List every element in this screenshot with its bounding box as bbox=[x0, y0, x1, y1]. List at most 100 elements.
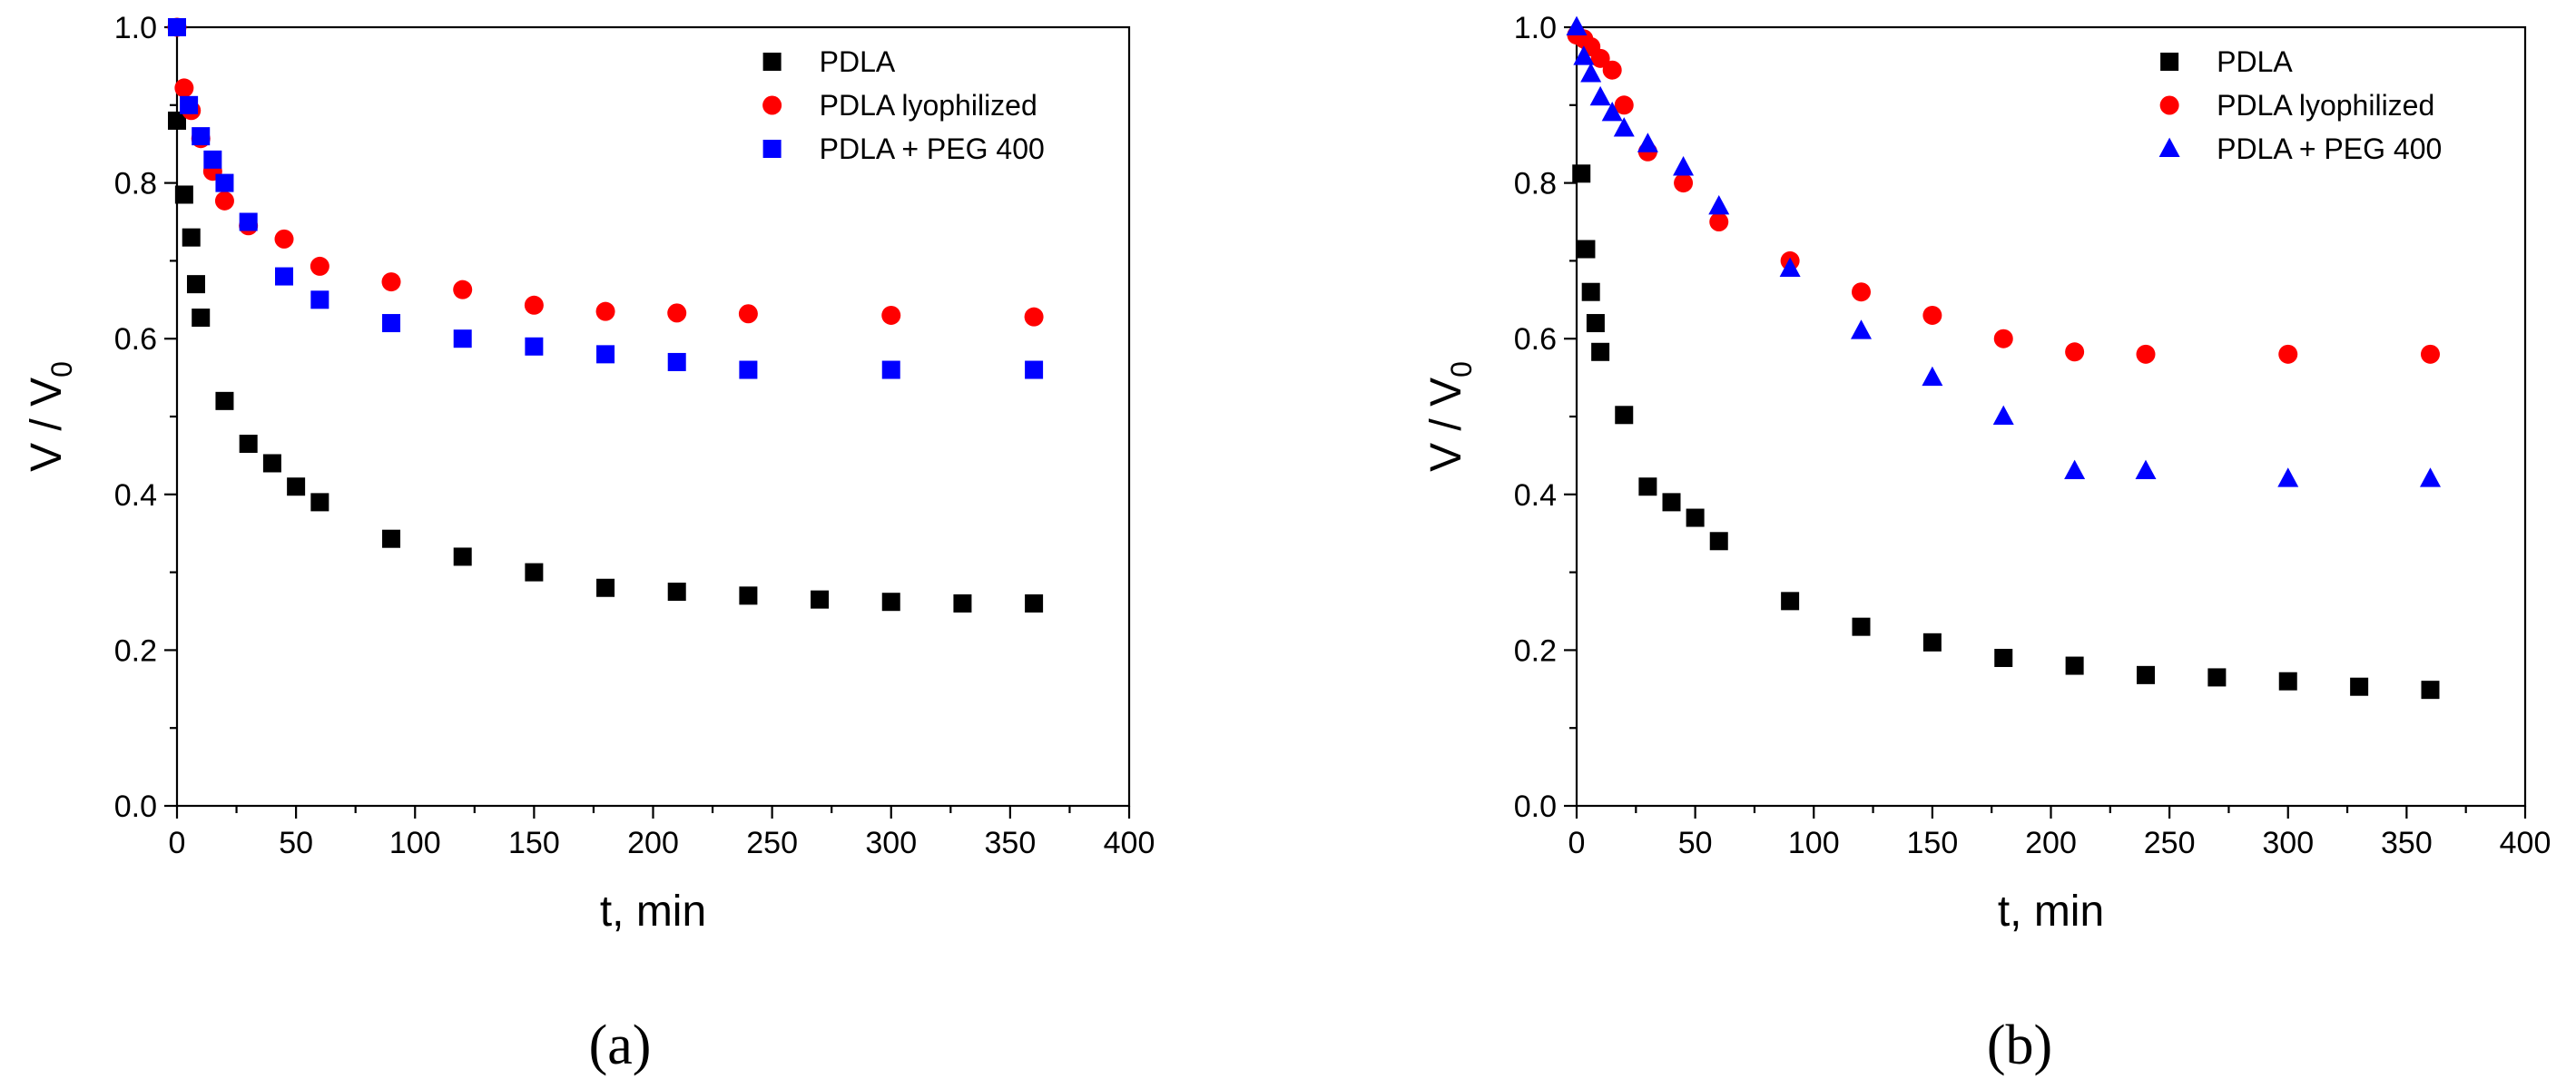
series-a-pdla-point-17 bbox=[881, 593, 900, 612]
series-b-pdla-lyophilized-point-14 bbox=[2136, 344, 2156, 364]
y-tick-label-b: 0.8 bbox=[1514, 167, 1557, 201]
series-b-pdla-point-8 bbox=[1686, 508, 1705, 527]
x-tick-label-a: 150 bbox=[508, 826, 560, 860]
x-axis-title-b: t, min bbox=[1998, 888, 2104, 936]
series-b-pdla-lyophilized-point-8 bbox=[1709, 212, 1729, 231]
legend-a-1-marker bbox=[762, 95, 782, 115]
legend-b-1-marker bbox=[2159, 95, 2179, 115]
series-a-pdla-peg-400-point-14 bbox=[881, 360, 900, 379]
series-a-pdla-peg-400-point-12 bbox=[667, 352, 686, 371]
chart-panel-b: 0 50 100 150 200 250 300 350 400 0.0 0.2 0.4 0.6 0.8 1… bbox=[1422, 11, 2551, 936]
chart-panel-a: 0 50 100 150 200 250 300 350 400 0.0 0.2 0.4 0.6 0.8 1… bbox=[23, 11, 1155, 936]
x-tick-label-b: 300 bbox=[2262, 826, 2314, 860]
legend-a-2-label: PDLA + PEG 400 bbox=[820, 132, 1045, 165]
series-b-pdla-peg-400-point-4 bbox=[1601, 101, 1623, 122]
x-tick-label-a: 0 bbox=[169, 826, 186, 860]
series-a-pdla-point-10 bbox=[382, 529, 401, 548]
y-tick-label-a: 0.6 bbox=[114, 322, 157, 357]
series-a-pdla-point-11 bbox=[453, 547, 472, 566]
series-b-pdla-point-14 bbox=[2065, 656, 2084, 675]
series-b-pdla-lyophilized-point-5 bbox=[1614, 95, 1634, 115]
series-b-pdla-point-12 bbox=[1922, 633, 1942, 652]
y-tick-label-a: 0.0 bbox=[114, 790, 157, 824]
series-a-pdla-peg-400-point-8 bbox=[382, 314, 401, 333]
x-tick-label-a: 350 bbox=[985, 826, 1037, 860]
series-a-pdla-point-12 bbox=[525, 563, 544, 582]
series-b-pdla-point-2 bbox=[1581, 282, 1600, 301]
series-b-pdla-point-16 bbox=[2207, 668, 2227, 687]
series-b-pdla bbox=[1572, 164, 2440, 700]
y-tick-label-a: 0.8 bbox=[114, 167, 157, 201]
series-b-pdla-peg-400-point-9 bbox=[1779, 257, 1801, 277]
series-a-pdla-point-19 bbox=[1025, 594, 1044, 613]
series-b-pdla-point-6 bbox=[1638, 477, 1657, 496]
series-b-pdla-peg-400 bbox=[1566, 15, 2441, 487]
series-a-pdla-lyophilized-point-9 bbox=[381, 272, 401, 292]
series-b-pdla-point-15 bbox=[2137, 665, 2155, 684]
series-b-pdla-point-5 bbox=[1615, 406, 1634, 425]
series-b-pdla-lyophilized-point-11 bbox=[1922, 305, 1942, 325]
series-b-pdla-lyophilized-point-12 bbox=[1993, 329, 2013, 348]
legend-a-1-label: PDLA lyophilized bbox=[820, 89, 1037, 122]
series-a-pdla-lyophilized-point-5 bbox=[214, 191, 234, 211]
legend-b-2-marker bbox=[2158, 137, 2180, 157]
x-tick-label-b: 350 bbox=[2381, 826, 2433, 860]
legend-b-0-label: PDLA bbox=[2217, 45, 2293, 78]
y-tick-label-b: 0.4 bbox=[1514, 478, 1557, 513]
series-a-pdla-point-14 bbox=[667, 583, 686, 602]
series-a-pdla-peg-400-point-0 bbox=[168, 18, 186, 36]
x-tick-label-a: 50 bbox=[279, 826, 313, 860]
y-tick-label-a: 0.2 bbox=[114, 633, 157, 668]
legend-b-2-label: PDLA + PEG 400 bbox=[2217, 132, 2442, 165]
series-a-pdla-lyophilized-point-13 bbox=[667, 303, 687, 323]
series-b-pdla-peg-400-point-1 bbox=[1573, 45, 1595, 65]
y-tick-label-a: 1.0 bbox=[114, 11, 157, 45]
series-b-pdla-lyophilized-point-7 bbox=[1674, 173, 1694, 193]
series-b-pdla-peg-400-point-11 bbox=[1922, 366, 1943, 387]
series-a-pdla-point-9 bbox=[310, 493, 329, 512]
series-a-pdla-lyophilized-point-16 bbox=[1024, 307, 1044, 327]
x-tick-label-b: 50 bbox=[1678, 826, 1713, 860]
series-b-pdla-peg-400-point-10 bbox=[1851, 319, 1872, 339]
series-a-pdla-lyophilized-point-1 bbox=[174, 78, 194, 98]
series-a-pdla-point-0 bbox=[168, 111, 186, 130]
series-b-pdla-peg-400-point-6 bbox=[1637, 132, 1658, 152]
series-b-pdla-lyophilized-point-3 bbox=[1590, 48, 1610, 68]
legend-b-0-marker bbox=[2160, 53, 2179, 71]
series-b-pdla-point-0 bbox=[1572, 164, 1591, 183]
series-b-pdla-lyophilized bbox=[1567, 25, 2440, 364]
series-b-pdla-lyophilized-point-16 bbox=[2421, 344, 2440, 364]
series-b-pdla-point-3 bbox=[1586, 314, 1605, 333]
y-axis-title-a: V / V0 bbox=[23, 361, 78, 472]
y-tick-label-a: 0.4 bbox=[114, 478, 157, 513]
series-a-pdla-point-7 bbox=[262, 454, 281, 473]
x-tick-label-b: 250 bbox=[2144, 826, 2196, 860]
series-a-pdla-peg-400-point-6 bbox=[275, 267, 294, 286]
x-tick-label-b: 200 bbox=[2025, 826, 2077, 860]
series-b-pdla-peg-400-point-13 bbox=[2064, 459, 2086, 480]
series-a-pdla-point-18 bbox=[953, 594, 972, 613]
y-tick-label-b: 0.6 bbox=[1514, 322, 1557, 357]
series-a-pdla-point-4 bbox=[192, 309, 211, 328]
y-axis-title-b: V / V0 bbox=[1422, 361, 1478, 472]
series-a-pdla-lyophilized-point-10 bbox=[453, 280, 473, 299]
legend-a-0-marker bbox=[762, 53, 782, 71]
y-tick-label-b: 1.0 bbox=[1514, 11, 1557, 45]
series-a-pdla bbox=[168, 111, 1044, 613]
series-b-pdla-point-17 bbox=[2278, 672, 2297, 691]
series-a-pdla-peg-400-point-1 bbox=[180, 95, 199, 114]
series-a-pdla-peg-400 bbox=[168, 18, 1044, 379]
x-axis-title-a: t, min bbox=[600, 888, 706, 936]
series-a-pdla-point-2 bbox=[182, 228, 201, 247]
series-a-pdla-point-16 bbox=[811, 590, 830, 609]
x-tick-label-b: 100 bbox=[1788, 826, 1840, 860]
series-a-pdla-lyophilized bbox=[167, 17, 1044, 327]
x-tick-label-a: 100 bbox=[389, 826, 441, 860]
series-a-pdla-peg-400-point-13 bbox=[739, 360, 758, 379]
series-a-pdla-point-3 bbox=[186, 275, 205, 294]
series-b-pdla-peg-400-point-2 bbox=[1580, 63, 1602, 83]
series-a-pdla-point-8 bbox=[287, 477, 306, 496]
series-a-pdla-peg-400-point-5 bbox=[239, 212, 258, 231]
series-a-pdla-lyophilized-point-7 bbox=[274, 229, 294, 249]
